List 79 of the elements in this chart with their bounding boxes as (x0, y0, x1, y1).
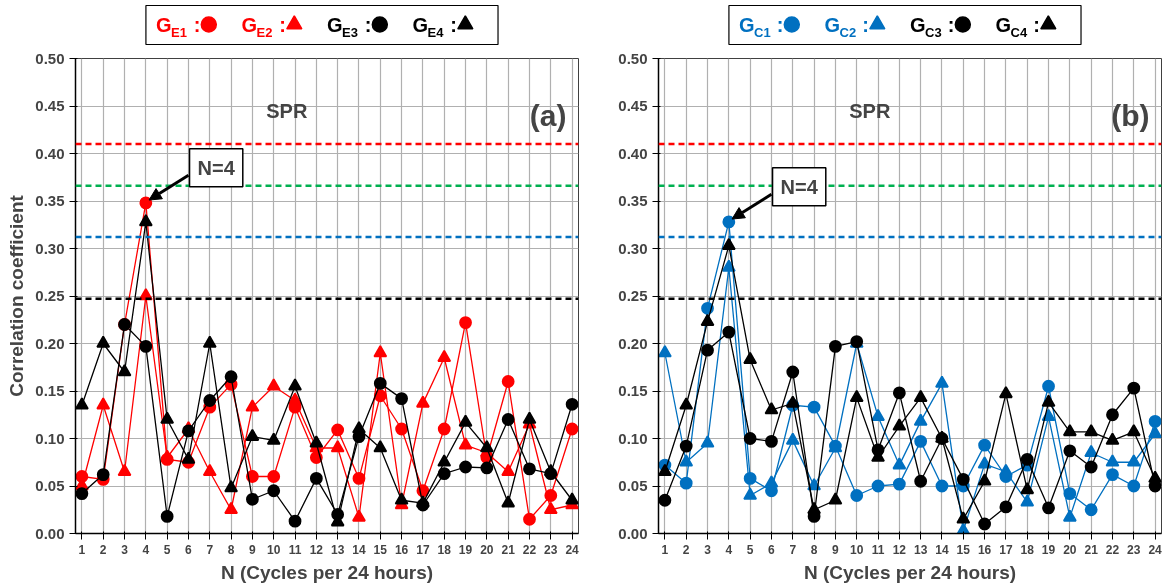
x-tick-label: 15 (373, 542, 388, 557)
y-tick-label: 0.05 (35, 477, 65, 494)
y-tick-label: 0.15 (618, 382, 648, 399)
y-tick-label: 0.40 (618, 144, 648, 162)
y-tick-label: 0.45 (618, 97, 648, 114)
x-tick-label: 2 (99, 542, 107, 557)
x-tick-label: 3 (704, 542, 712, 557)
y-tick-label: 0.20 (618, 334, 648, 352)
x-tick-label: 13 (913, 542, 928, 557)
x-tick-label: 2 (682, 542, 690, 557)
y-tick-label: 0.10 (618, 429, 648, 447)
x-tick-label: 16 (977, 542, 992, 557)
x-tick-label: 22 (522, 542, 537, 557)
y-tick-label: 0.50 (35, 49, 65, 67)
x-tick-label: 23 (544, 542, 558, 557)
x-tick-label: 19 (1041, 542, 1056, 557)
x-tick-label: 5 (746, 542, 754, 557)
x-tick-label: 4 (142, 542, 150, 557)
y-tick-label: 0.25 (35, 287, 65, 304)
x-tick-label: 7 (206, 542, 214, 557)
x-tick-label: 6 (185, 542, 193, 557)
x-tick-label: 8 (227, 542, 235, 557)
x-tick-label: 1 (661, 542, 669, 557)
x-tick-label: 21 (501, 542, 516, 557)
annotation: SPR (266, 99, 308, 122)
y-tick-label: 0.35 (618, 192, 648, 209)
x-tick-label: 8 (810, 542, 818, 557)
x-tick-label: 9 (249, 542, 257, 557)
annotation: (a) (529, 98, 567, 132)
y-tick-label: 0.25 (618, 287, 648, 304)
y-tick-label: 0.50 (618, 49, 648, 67)
y-tick-label: 0.15 (35, 382, 65, 399)
annotation: (b) (1111, 98, 1150, 132)
x-tick-label: 19 (458, 542, 473, 557)
x-axis-title: N (Cycles per 24 hours) (803, 561, 1017, 583)
x-tick-label: 9 (832, 542, 840, 557)
x-tick-label: 16 (394, 542, 409, 557)
y-tick-label: 0.10 (35, 429, 65, 447)
x-tick-label: 21 (1084, 542, 1099, 557)
x-tick-label: 4 (725, 542, 733, 557)
annotation: N=4 (197, 156, 236, 179)
x-tick-label: 12 (892, 542, 907, 557)
x-tick-label: 24 (565, 542, 580, 557)
x-tick-label: 17 (416, 542, 430, 557)
y-tick-label: 0.30 (35, 239, 65, 257)
x-tick-label: 20 (480, 542, 494, 557)
y-tick-label: 0.05 (618, 477, 648, 494)
x-tick-label: 6 (768, 542, 776, 557)
y-tick-label: 0.30 (618, 239, 648, 257)
x-tick-label: 11 (288, 542, 302, 557)
y-tick-label: 0.00 (618, 524, 648, 542)
x-tick-label: 10 (267, 542, 281, 557)
x-tick-label: 15 (956, 542, 971, 557)
y-tick-label: 0.00 (35, 524, 65, 542)
x-tick-label: 20 (1063, 542, 1077, 557)
y-tick-label: 0.35 (35, 192, 65, 209)
x-tick-label: 12 (309, 542, 324, 557)
x-tick-label: 18 (437, 542, 452, 557)
x-tick-label: 22 (1105, 542, 1120, 557)
x-tick-label: 17 (999, 542, 1013, 557)
x-tick-label: 14 (935, 542, 949, 557)
x-tick-label: 11 (871, 542, 885, 557)
x-axis-title: N (Cycles per 24 hours) (220, 561, 434, 583)
x-tick-label: 24 (1148, 542, 1163, 557)
y-tick-label: 0.40 (35, 144, 65, 162)
y-axis-title: Correlation coefficient (6, 194, 28, 397)
x-tick-label: 1 (78, 542, 86, 557)
x-tick-label: 7 (789, 542, 797, 557)
x-tick-label: 13 (330, 542, 345, 557)
x-tick-label: 14 (352, 542, 366, 557)
y-tick-label: 0.45 (35, 97, 65, 114)
annotation: N=4 (780, 175, 819, 198)
x-tick-label: 3 (121, 542, 129, 557)
x-tick-label: 18 (1020, 542, 1035, 557)
x-tick-label: 10 (850, 542, 864, 557)
x-tick-label: 5 (163, 542, 171, 557)
annotation: SPR (849, 99, 891, 122)
y-tick-label: 0.20 (35, 334, 65, 352)
x-tick-label: 23 (1127, 542, 1141, 557)
